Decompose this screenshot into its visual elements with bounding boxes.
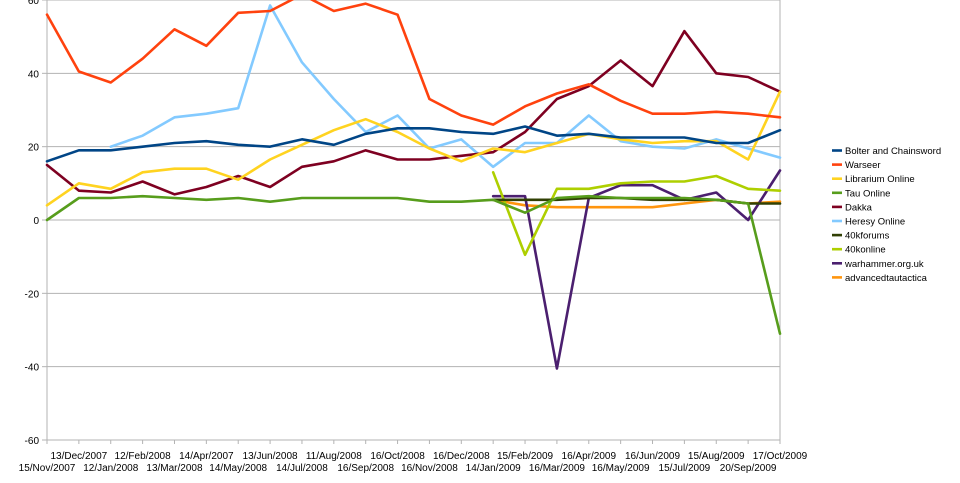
legend-label-40konline: 40konline	[845, 245, 886, 256]
y-tick-label: 60	[28, 0, 40, 7]
y-tick-label: 20	[28, 143, 40, 154]
series-lines	[45, 0, 782, 370]
series-line-bolter-and-chainsword	[45, 125, 782, 163]
x-tick-label: 14/Jan/2009	[466, 463, 521, 474]
series-line-dakka	[45, 29, 782, 196]
x-tick-label: 14/Apr/2007	[179, 451, 234, 462]
x-tick-label: 12/Jan/2008	[83, 463, 138, 474]
x-tick-labels: 15/Nov/200713/Dec/200712/Jan/200812/Feb/…	[19, 451, 808, 474]
series-line-heresy-online	[109, 4, 782, 169]
x-tick-label: 16/Nov/2008	[401, 463, 458, 474]
x-tick-label: 16/Oct/2008	[370, 451, 425, 462]
x-tick-label: 15/Aug/2009	[688, 451, 745, 462]
legend-label-warhammer-org-uk: warhammer.org.uk	[844, 259, 924, 270]
x-tick-label: 16/Apr/2009	[562, 451, 617, 462]
x-tick-label: 14/Jul/2008	[276, 463, 328, 474]
legend-label-warseer: Warseer	[845, 160, 881, 171]
legend-label-dakka: Dakka	[845, 202, 873, 213]
legend-label-librarium-online: Librarium Online	[845, 174, 915, 185]
series-line-librarium-online	[45, 90, 782, 207]
x-tick-label: 11/Aug/2008	[306, 451, 362, 462]
x-tick-label: 13/Dec/2007	[51, 451, 108, 462]
x-tick-label: 12/Feb/2008	[115, 451, 172, 462]
legend: Bolter and Chainsword Warseer Librarium On…	[832, 146, 941, 284]
grid-lines	[47, 0, 780, 441]
y-tick-label: -60	[25, 436, 40, 447]
series-line-40konline	[491, 171, 782, 257]
y-tick-label: 40	[28, 69, 40, 80]
y-tick-labels: 60 40 20 0 -20 -40 -60	[25, 0, 40, 447]
series-line-warseer	[45, 0, 782, 126]
x-tick-label: 15/Jul/2009	[659, 463, 711, 474]
x-tick-label: 17/Oct/2009	[753, 451, 808, 462]
x-tick-label: 20/Sep/2009	[720, 463, 777, 474]
x-tick-label: 15/Nov/2007	[19, 463, 76, 474]
y-tick-label: 0	[33, 216, 39, 227]
x-tick-label: 16/Mar/2009	[529, 463, 586, 474]
legend-label-advancedtautactica: advancedtautactica	[845, 273, 928, 284]
legend-label-tau-online: Tau Online	[845, 188, 890, 199]
x-tick-label: 16/May/2009	[592, 463, 650, 474]
legend-label-40kforums: 40kforums	[845, 231, 890, 242]
legend-label-heresy-online: Heresy Online	[845, 217, 905, 228]
legend-label-bolter-and-chainsword: Bolter and Chainsword	[845, 146, 941, 157]
x-tick-label: 13/Jun/2008	[243, 451, 298, 462]
x-tick-label: 13/Mar/2008	[146, 463, 203, 474]
series-line-warhammer-org-uk	[491, 169, 782, 370]
x-tick-label: 15/Feb/2009	[497, 451, 554, 462]
x-tick-label: 14/May/2008	[209, 463, 267, 474]
y-tick-label: -40	[25, 363, 40, 374]
series-line-tau-online	[45, 194, 782, 335]
x-tick-label: 16/Sep/2008	[337, 463, 394, 474]
x-tick-label: 16/Dec/2008	[433, 451, 490, 462]
y-tick-label: -20	[25, 289, 40, 300]
x-tick-label: 16/Jun/2009	[625, 451, 680, 462]
